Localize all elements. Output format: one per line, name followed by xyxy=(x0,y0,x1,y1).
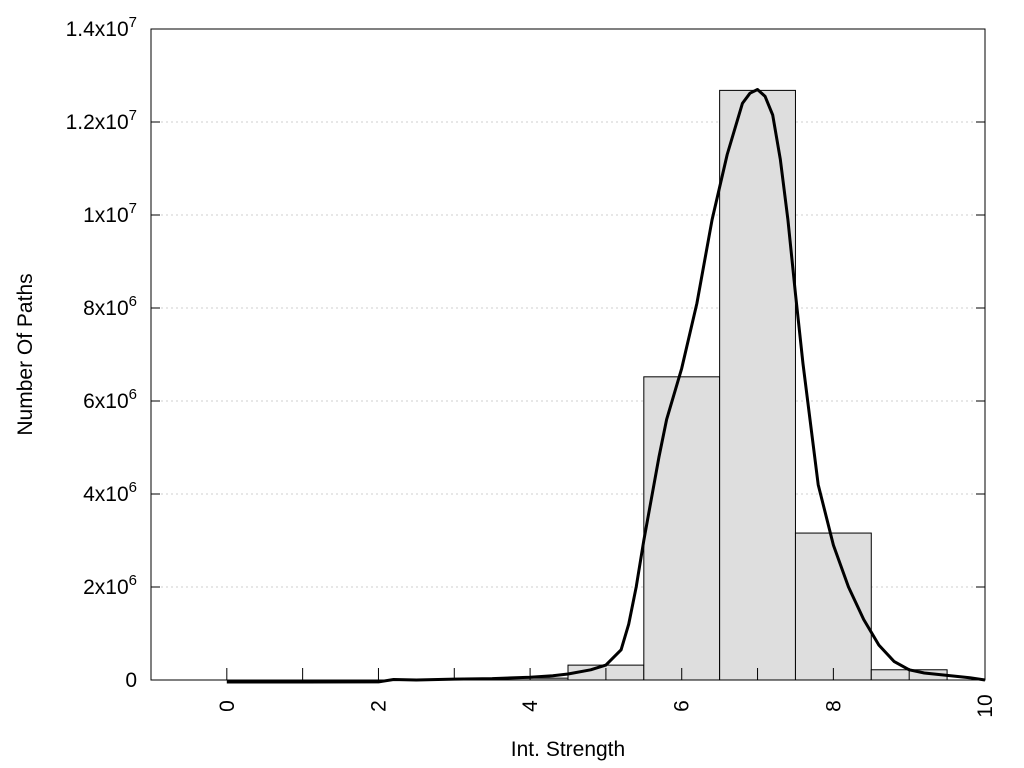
x-tick-label: 6 xyxy=(671,700,694,712)
x-tick-label: 10 xyxy=(974,694,997,717)
y-tick-label: 1x107 xyxy=(83,200,137,227)
plot-frame xyxy=(150,28,986,681)
y-tick-label: 2x106 xyxy=(83,572,137,599)
x-tick-label: 2 xyxy=(367,700,390,712)
x-tick-label: 0 xyxy=(216,700,239,712)
grid-lines xyxy=(151,121,985,588)
histogram-bar xyxy=(794,532,872,681)
x-axis-ticks: 0 2 4 6 8 10 xyxy=(216,668,997,718)
y-tick-label: 4x106 xyxy=(83,479,137,506)
x-tick-label: 8 xyxy=(822,700,845,712)
bars-group xyxy=(415,89,948,681)
x-tick-label: 4 xyxy=(519,700,542,712)
y-axis-ticks: 0 2x106 4x106 6x106 8x106 1x107 1.2x107 1.4x107 xyxy=(66,14,985,692)
y-tick-label: 1.4x107 xyxy=(66,14,137,41)
x-axis-label: Int. Strength xyxy=(511,738,625,761)
y-axis-label: Number Of Paths xyxy=(14,273,37,435)
histogram-bar xyxy=(643,376,721,681)
y-tick-label: 0 xyxy=(125,669,137,692)
y-tick-label: 1.2x107 xyxy=(66,107,137,134)
y-tick-label: 8x106 xyxy=(83,293,137,320)
y-tick-label: 6x106 xyxy=(83,386,137,413)
